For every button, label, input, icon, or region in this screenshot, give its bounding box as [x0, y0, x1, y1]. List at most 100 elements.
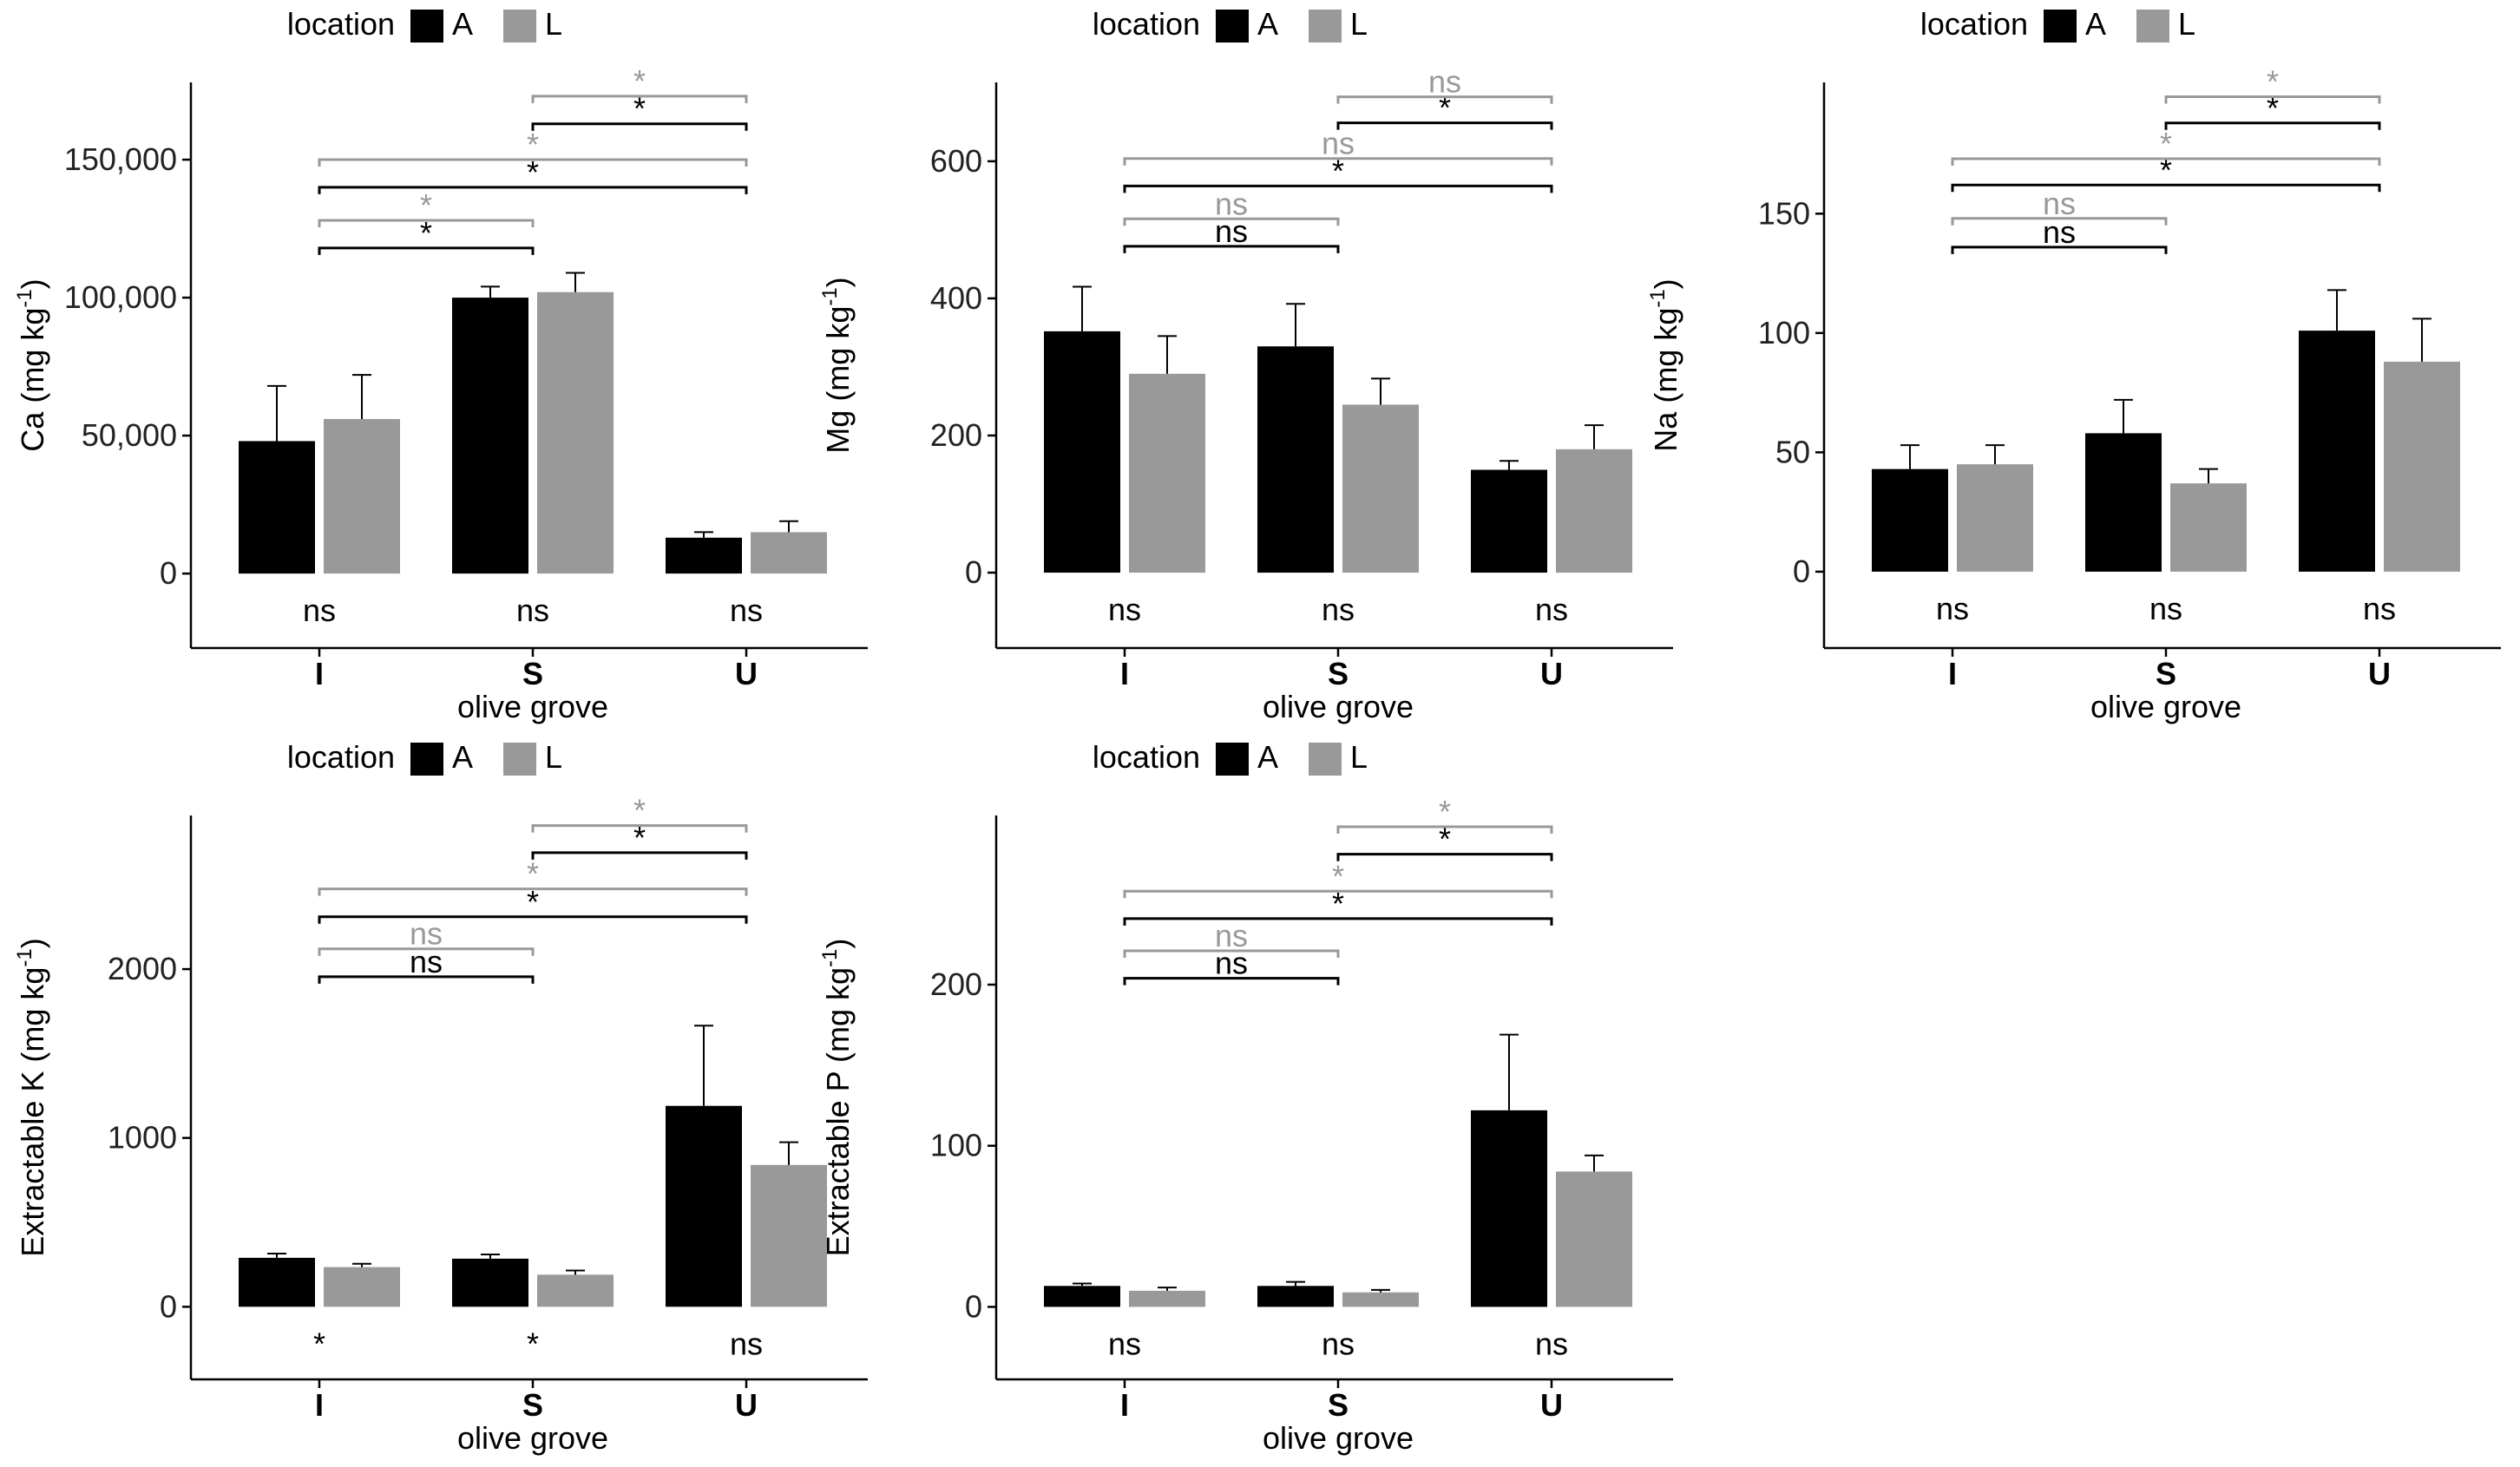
comparison-bracket: *: [531, 820, 748, 860]
comparison-label: *: [1439, 794, 1451, 829]
bar-A-S: [452, 298, 528, 574]
y-tick-label: 50: [1775, 434, 1810, 469]
comparison-label: *: [420, 187, 432, 223]
y-tick-label: 0: [160, 1288, 177, 1324]
comparison-line: [318, 915, 748, 924]
comparison-line: [318, 975, 535, 984]
comparison-label: *: [633, 820, 646, 855]
bar-L-S: [1342, 404, 1419, 573]
y-tick-label: 150,000: [64, 141, 177, 177]
x-axis-label: olive grove: [1263, 1420, 1414, 1456]
y-axis-label-close: ): [15, 278, 50, 289]
y-axis-label: Extractable P (mg kg-1): [818, 939, 856, 1257]
comparison-bracket: *: [531, 63, 748, 103]
comparison-label: *: [1332, 153, 1344, 188]
x-tick-label-S: S: [1328, 1387, 1349, 1423]
comparison-label: ns: [2043, 214, 2076, 250]
within-group-label-U: ns: [2363, 591, 2396, 626]
comparison-line: [1336, 853, 1553, 861]
comparison-label: ns: [1215, 186, 1248, 221]
legend-swatch-L: [503, 743, 536, 776]
comparison-bracket: *: [1123, 153, 1553, 193]
within-group-label-I: ns: [303, 593, 336, 628]
legend-swatch-L: [1309, 743, 1342, 776]
y-axis-label-superscript: -1: [13, 289, 36, 307]
bar-L-U: [1556, 449, 1632, 573]
comparison-label: *: [633, 63, 646, 99]
bar-L-I: [324, 1267, 400, 1307]
y-axis-label-main: Extractable P (mg kg: [820, 967, 856, 1256]
comparison-label: *: [1332, 858, 1344, 894]
legend-label-A: A: [1257, 6, 1278, 42]
legend-title: location: [1093, 6, 1200, 42]
comparison-line: [1123, 217, 1340, 226]
bar-A-U: [1471, 1110, 1547, 1307]
bar-A-I: [1044, 1286, 1120, 1307]
y-tick-label: 600: [930, 143, 982, 179]
x-tick-label-I: I: [1948, 656, 1957, 691]
comparison-label: *: [2160, 126, 2172, 161]
comparison-line: [1123, 949, 1340, 958]
comparison-bracket: *: [318, 187, 535, 228]
comparison-label: *: [1332, 886, 1344, 921]
legend-label-L: L: [545, 6, 562, 42]
comparison-line: [531, 851, 748, 860]
comparison-label: *: [527, 127, 539, 162]
comparison-bracket: ns: [1123, 918, 1340, 958]
legend-label-A: A: [2085, 6, 2106, 42]
bar-L-I: [1957, 464, 2033, 572]
comparison-bracket: ns: [318, 916, 535, 956]
comparison-line: [1123, 889, 1553, 899]
comparison-label: *: [2267, 64, 2279, 100]
comparison-bracket: *: [318, 127, 748, 167]
comparison-bracket: *: [1123, 886, 1553, 926]
bar-L-U: [2384, 361, 2460, 572]
x-tick-label-U: U: [1540, 656, 1563, 691]
comparison-line: [318, 219, 535, 228]
x-tick-label-S: S: [522, 656, 543, 691]
legend-swatch-L: [1309, 10, 1342, 43]
within-group-label-I: ns: [1108, 1326, 1141, 1361]
y-axis-label-main: Mg (mg kg: [820, 306, 856, 454]
within-group-label-U: ns: [1535, 1326, 1568, 1361]
y-axis-label-superscript: -1: [818, 949, 842, 967]
comparison-bracket: *: [1336, 90, 1553, 130]
within-group-label-U: ns: [1535, 592, 1568, 627]
x-axis-label: olive grove: [2090, 689, 2241, 724]
comparison-line: [318, 246, 535, 255]
comparison-line: [318, 158, 748, 167]
comparison-label: ns: [1322, 126, 1355, 161]
within-group-label-S: ns: [516, 593, 549, 628]
y-axis-label-superscript: -1: [1646, 289, 1670, 307]
comparison-line: [318, 887, 748, 896]
y-axis-label-main: Na (mg kg: [1648, 308, 1683, 452]
bar-A-I: [1044, 331, 1120, 573]
bar-A-U: [666, 1105, 742, 1307]
legend-label-L: L: [2178, 6, 2195, 42]
comparison-label: *: [527, 856, 539, 892]
comparison-line: [1951, 157, 2381, 167]
y-axis-label-main: Ca (mg kg: [15, 308, 50, 452]
comparison-bracket: *: [318, 215, 535, 255]
within-group-label-S: ns: [1322, 592, 1355, 627]
legend-swatch-L: [2136, 10, 2169, 43]
x-tick-label-I: I: [315, 1387, 324, 1423]
y-axis-label: Na (mg kg-1): [1646, 278, 1683, 451]
comparison-line: [1951, 246, 2168, 254]
x-tick-label-U: U: [735, 656, 758, 691]
comparison-line: [1123, 184, 1553, 193]
y-tick-label: 0: [965, 1288, 982, 1324]
y-axis-label-close: ): [1648, 278, 1683, 289]
comparison-bracket: ns: [1336, 64, 1553, 104]
bar-L-S: [2170, 483, 2247, 572]
legend-swatch-A: [1216, 743, 1249, 776]
comparison-bracket: *: [1951, 126, 2381, 167]
y-axis-label-superscript: -1: [818, 287, 842, 305]
comparison-bracket: *: [318, 154, 748, 194]
bar-L-I: [1129, 1290, 1205, 1307]
comparison-line: [1123, 977, 1340, 986]
y-axis-label-superscript: -1: [13, 948, 36, 966]
legend-label-L: L: [1350, 6, 1368, 42]
